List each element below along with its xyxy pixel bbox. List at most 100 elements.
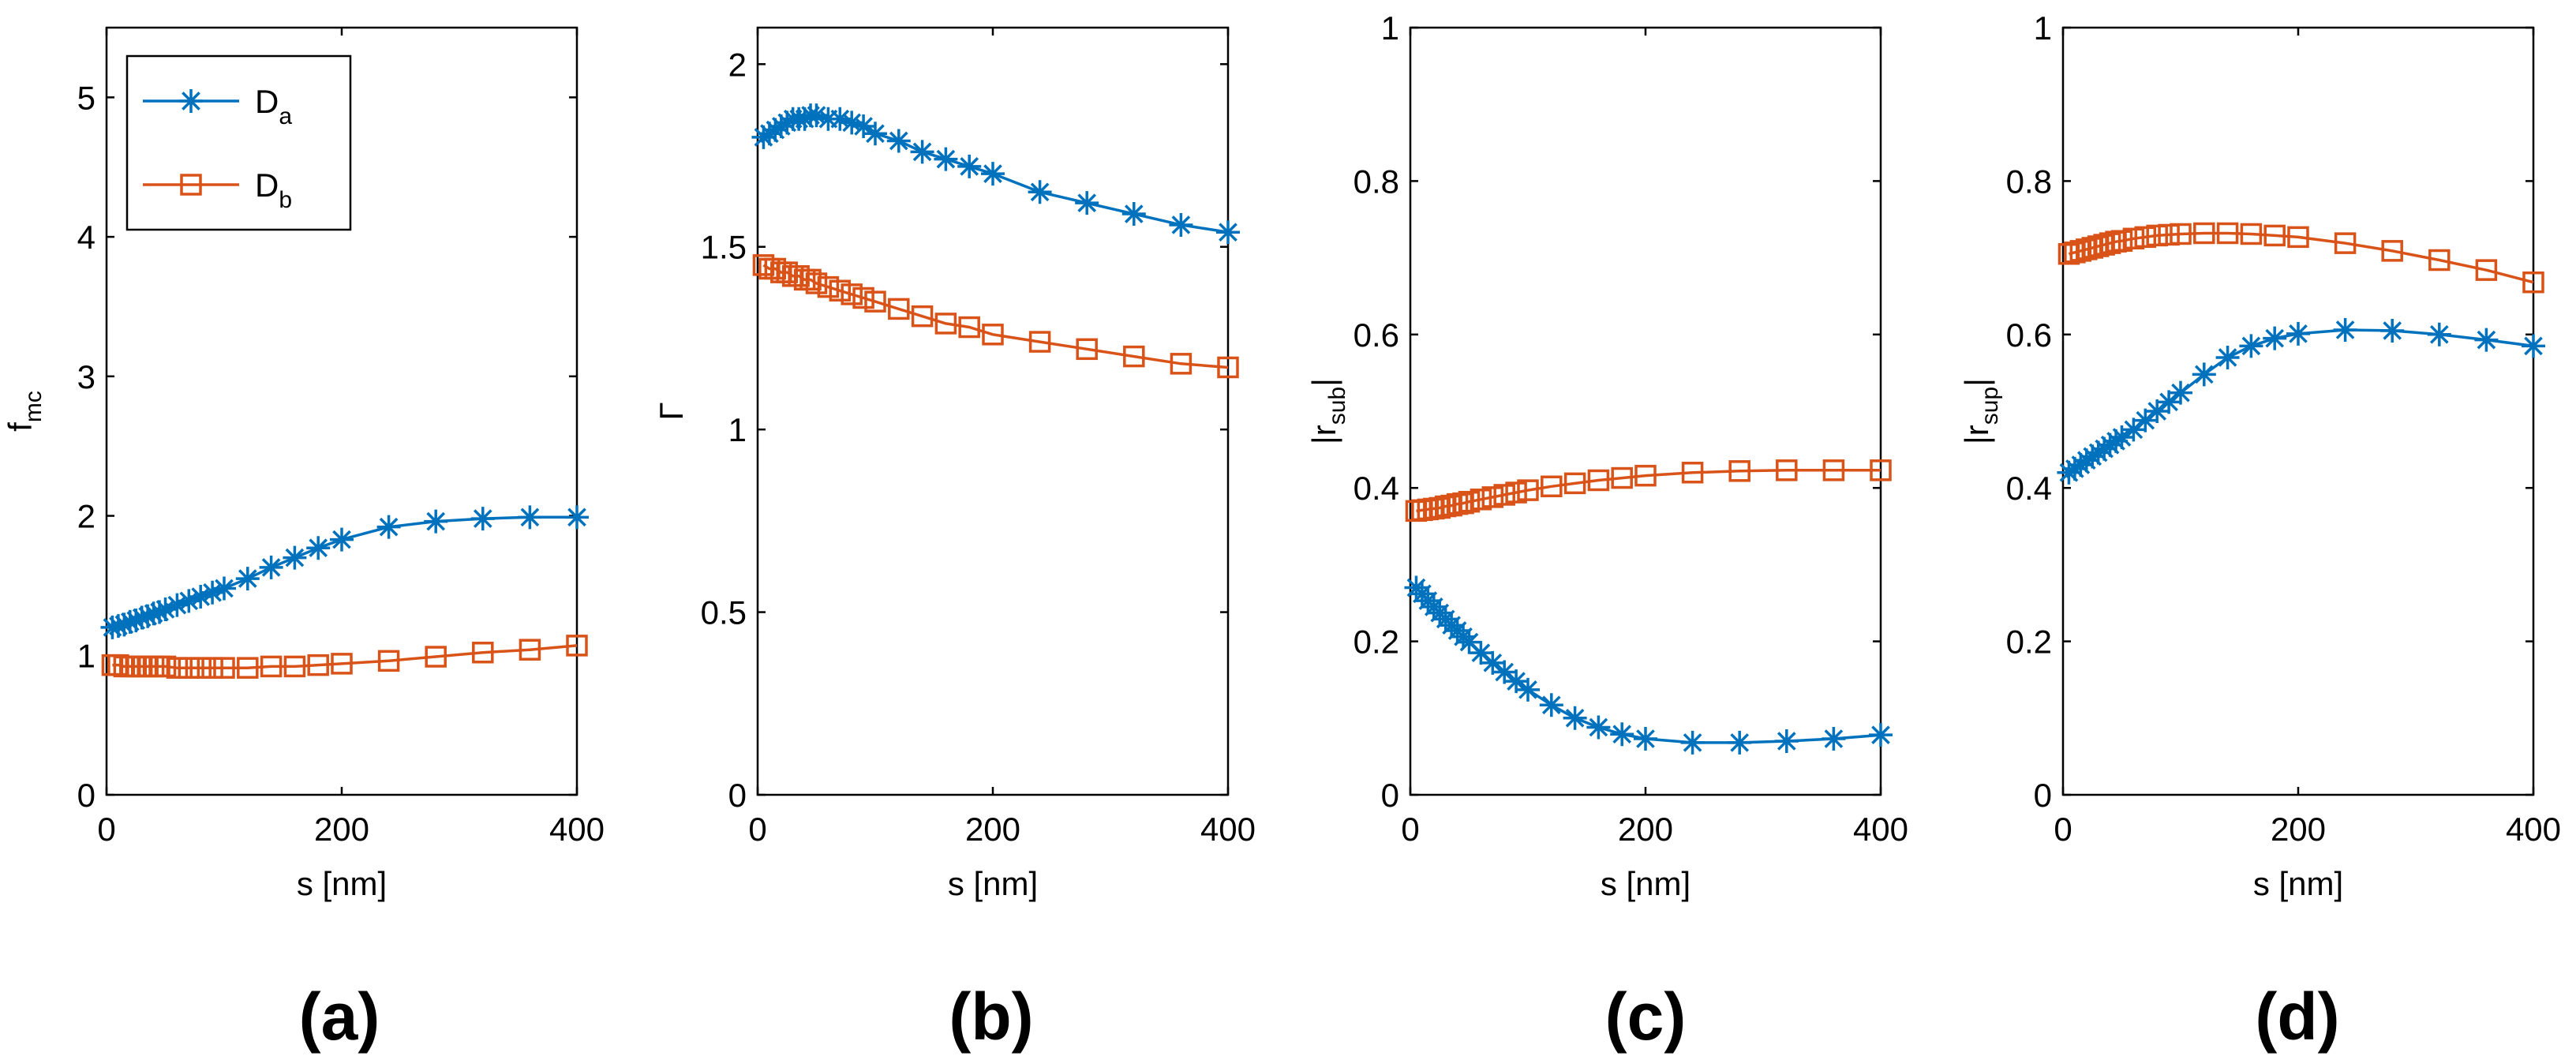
data-point (1728, 730, 1752, 755)
y-tick-label: 4 (77, 219, 95, 256)
data-point (1470, 489, 1492, 511)
data-point (2216, 222, 2239, 245)
y-tick-label: 1 (1381, 9, 1399, 47)
data-point (1822, 727, 1846, 751)
y-tick-label: 0.6 (2006, 317, 2052, 354)
series-line (2068, 231, 2534, 284)
data-point (1505, 481, 1527, 504)
chart-panel-4: 0 200 400 0 0.2 0.4 0.6 0.8 1 s [nm] |rsup| (1958, 9, 2561, 902)
data-point (100, 615, 125, 639)
data-point (2086, 440, 2110, 465)
series-line (1415, 586, 1881, 744)
legend-entry-subscript: a (279, 103, 292, 129)
panel-label-a: (a) (298, 979, 380, 1054)
data-point (805, 272, 828, 294)
legend-entry-label: Da (255, 83, 292, 129)
data-point (283, 655, 306, 678)
data-point (212, 576, 236, 601)
x-tick-label: 400 (1200, 811, 1256, 848)
data-point (2263, 224, 2286, 247)
data-point (118, 609, 142, 634)
x-tick-label: 0 (97, 811, 115, 848)
plot-area-frame (756, 26, 1230, 796)
x-tick-label: 400 (549, 811, 605, 848)
data-point (189, 657, 212, 679)
data-point (519, 639, 541, 661)
panel-label-c: (c) (1604, 979, 1687, 1054)
data-point (141, 601, 166, 626)
data-point (1504, 669, 1529, 694)
data-point (112, 612, 137, 637)
data-point (213, 657, 235, 679)
data-point (470, 507, 495, 531)
y-tick-label: 0.8 (1354, 163, 1399, 200)
data-point (2146, 224, 2168, 247)
data-point (425, 646, 447, 668)
x-tick-label: 400 (2506, 811, 2561, 848)
data-point (2239, 334, 2263, 358)
y-tick-label: 0.6 (1354, 317, 1399, 354)
data-point (424, 509, 448, 534)
data-point (2522, 334, 2545, 358)
series-line (112, 644, 578, 669)
data-point (1076, 338, 1098, 361)
data-point (1869, 723, 1893, 747)
data-point (306, 536, 331, 560)
data-point (2110, 425, 2134, 450)
y-tick-label: 0.4 (2006, 470, 2052, 507)
data-point (792, 107, 817, 131)
data-point (235, 567, 260, 591)
data-point (376, 515, 401, 539)
data-point (2080, 444, 2105, 469)
data-point (2381, 240, 2403, 262)
y-axis-label-main: Γ (653, 402, 690, 420)
data-point (2287, 226, 2309, 249)
x-tick-label: 0 (1401, 811, 1419, 848)
series-D_a (1404, 575, 1893, 755)
y-tick-label: 0 (1381, 777, 1399, 814)
data-point (1563, 706, 1587, 730)
y-axis-label-main: f (2, 422, 39, 432)
data-point (982, 324, 1004, 346)
data-point (1776, 459, 1798, 481)
data-point (2134, 226, 2157, 249)
data-point (237, 657, 259, 679)
y-tick-label: 1 (2034, 9, 2052, 47)
y-axis-label: fmc (2, 391, 47, 432)
data-point (1634, 464, 1657, 487)
data-point (1458, 490, 1481, 513)
data-point (1028, 331, 1051, 353)
data-point (1516, 677, 1540, 702)
data-point (2169, 380, 2192, 405)
data-point (751, 125, 776, 149)
data-point (2092, 436, 2117, 461)
data-point (472, 641, 494, 664)
data-point (178, 657, 200, 679)
plot-area-frame (1409, 26, 1882, 796)
y-tick-label: 0 (728, 777, 747, 814)
series-line (762, 264, 1229, 369)
data-point (1028, 180, 1052, 204)
data-point (1539, 693, 1563, 717)
data-point (1170, 353, 1193, 375)
legend-swatch-marker (180, 174, 202, 196)
data-point (757, 122, 781, 146)
legend-entry-main: D (255, 167, 279, 204)
y-tick-label: 1 (728, 411, 747, 448)
legend-entry-main: D (255, 83, 279, 120)
legend-entry-label: Db (255, 167, 292, 213)
y-axis-label: Γ (653, 402, 690, 420)
x-tick-label: 200 (314, 811, 369, 848)
legend: Da Db (125, 54, 352, 231)
data-point (2263, 326, 2287, 350)
data-point (307, 654, 329, 676)
data-point (148, 600, 172, 624)
data-point (2057, 460, 2081, 485)
data-point (129, 605, 154, 630)
data-point (377, 650, 400, 672)
data-point (1457, 630, 1481, 654)
data-point (154, 655, 177, 678)
data-point (1481, 486, 1504, 508)
data-point (1587, 469, 1610, 492)
data-point (817, 275, 840, 298)
